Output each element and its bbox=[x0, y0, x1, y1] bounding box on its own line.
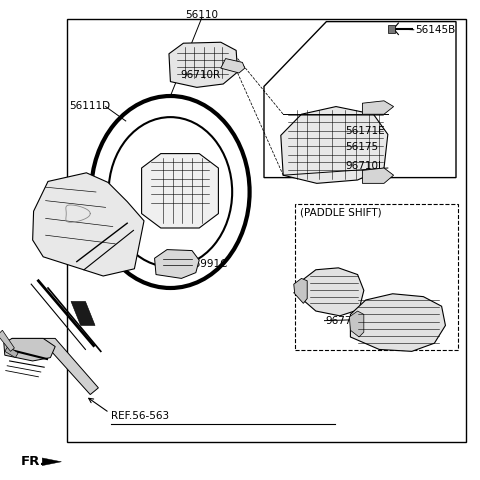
Polygon shape bbox=[362, 168, 394, 183]
Polygon shape bbox=[42, 458, 61, 466]
Text: FR.: FR. bbox=[21, 455, 46, 468]
Text: 56991C: 56991C bbox=[187, 259, 228, 269]
Text: 56110: 56110 bbox=[185, 11, 218, 20]
Polygon shape bbox=[71, 301, 95, 325]
Text: 56171E: 56171E bbox=[346, 126, 385, 135]
Polygon shape bbox=[169, 42, 238, 87]
Polygon shape bbox=[11, 338, 98, 395]
Polygon shape bbox=[294, 278, 307, 303]
Polygon shape bbox=[221, 59, 245, 73]
Polygon shape bbox=[5, 347, 18, 358]
Text: 96710R: 96710R bbox=[180, 71, 220, 80]
Polygon shape bbox=[0, 330, 14, 351]
Text: 96770L: 96770L bbox=[325, 316, 364, 325]
Polygon shape bbox=[362, 101, 394, 114]
Polygon shape bbox=[281, 107, 388, 183]
Text: 96770R: 96770R bbox=[295, 288, 336, 298]
Polygon shape bbox=[388, 25, 395, 33]
Polygon shape bbox=[155, 250, 199, 278]
Polygon shape bbox=[142, 154, 218, 228]
Polygon shape bbox=[349, 311, 364, 337]
Text: (PADDLE SHIFT): (PADDLE SHIFT) bbox=[300, 207, 382, 217]
Text: 56111D: 56111D bbox=[70, 101, 111, 110]
Polygon shape bbox=[4, 338, 55, 361]
Polygon shape bbox=[350, 294, 445, 351]
Text: 56175: 56175 bbox=[346, 143, 379, 152]
Ellipse shape bbox=[108, 117, 232, 267]
Text: 56145B: 56145B bbox=[415, 25, 456, 35]
Text: 96710L: 96710L bbox=[346, 161, 384, 170]
Polygon shape bbox=[33, 173, 144, 276]
Text: REF.56-563: REF.56-563 bbox=[111, 411, 169, 421]
Polygon shape bbox=[301, 268, 364, 316]
